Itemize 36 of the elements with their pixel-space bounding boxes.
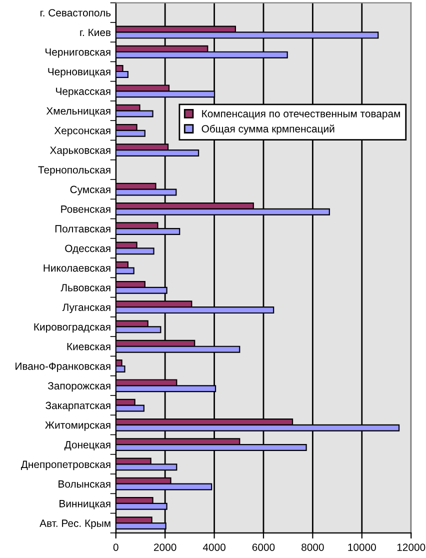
y-tick-label: Волынская [58, 480, 110, 488]
y-tick-label: Черниговская [46, 48, 110, 58]
y-tick-label: Луганская [62, 304, 110, 314]
y-tick-label: Харьковская [50, 146, 110, 156]
x-tick-label: 12000 [397, 544, 426, 551]
y-tick-label: Закарпатская [46, 402, 110, 412]
y-tick-label: г. Севастополь [40, 9, 111, 16]
x-tick-label: 8000 [302, 544, 324, 551]
y-tick-label: Авт. Рес. Крым [40, 520, 110, 530]
y-tick-label: Киевская [67, 342, 110, 350]
y-tick-label: Полтавская [55, 225, 110, 232]
y-tick-label: Ровенская [61, 206, 110, 213]
legend-label: Компенсация по отечественным товарам [202, 110, 400, 120]
x-tick-label: 10000 [348, 544, 376, 551]
y-tick-label: Черновицкая [48, 68, 110, 78]
x-tick-label: 2000 [154, 544, 176, 551]
y-tick-label: Кировоградская [34, 323, 110, 333]
y-tick-label: Днепропетровская [20, 460, 110, 470]
y-tick-label: г. Киев [80, 28, 111, 36]
y-tick-label: Запорожская [48, 382, 110, 392]
y-tick-label: Одесская [65, 244, 110, 254]
y-tick-label: Николаевская [44, 264, 110, 272]
y-tick-label: Винницкая [60, 500, 110, 510]
y-tick-label: Хмельницкая [46, 107, 110, 117]
y-tick-label: Житомирская [45, 422, 110, 431]
legend-label: Общая сумма крмпенсаций [202, 124, 334, 135]
y-tick-label: Черкасская [56, 88, 110, 98]
y-tick-label: Тернопольская [38, 166, 110, 176]
y-tick-label: Сумская [70, 186, 110, 196]
y-tick-label: Донецкая [64, 441, 110, 450]
x-tick-label: 4000 [202, 544, 226, 551]
x-tick-label: 6000 [252, 544, 275, 551]
x-tick-label: 0 [113, 544, 118, 551]
y-tick-label: Ивано-Франковская [16, 362, 110, 372]
y-tick-label: Херсонская [54, 127, 110, 136]
y-tick-label: Львовская [60, 284, 110, 292]
